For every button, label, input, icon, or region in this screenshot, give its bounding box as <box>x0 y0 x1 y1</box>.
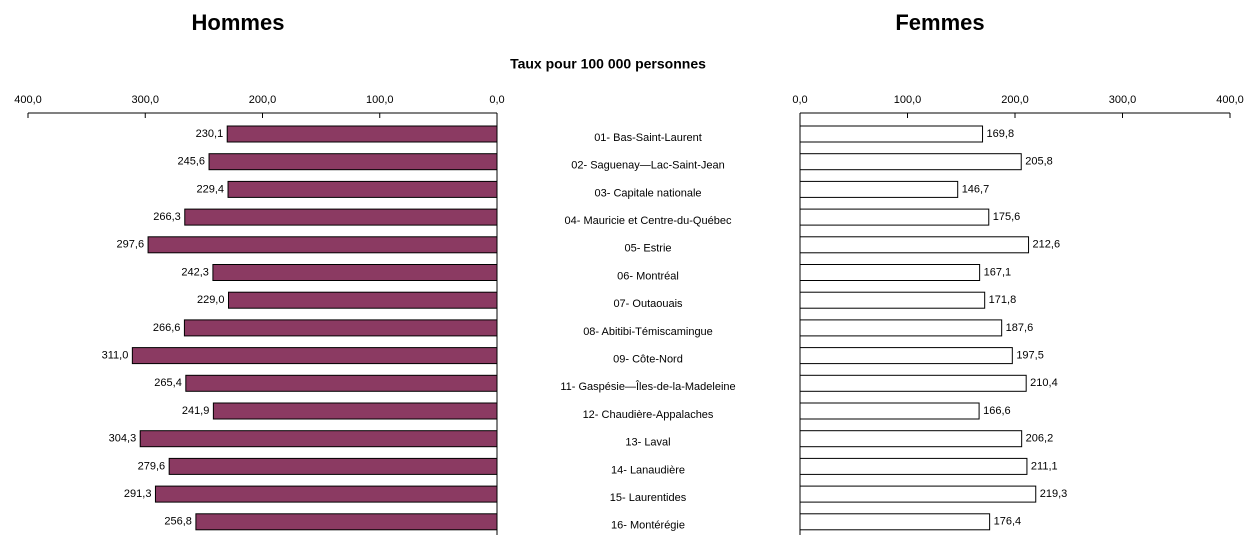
category-label: 05- Estrie <box>624 243 671 255</box>
value-label: 229,0 <box>197 294 225 306</box>
value-label: 242,3 <box>181 266 209 278</box>
bar <box>799 374 1027 392</box>
value-label: 171,8 <box>989 294 1017 306</box>
category-label: 11- Gaspésie—Îles-de-la-Madeleine <box>560 380 735 393</box>
x-tick-label: 0,0 <box>792 94 807 106</box>
value-label: 245,6 <box>178 156 206 168</box>
value-label: 206,2 <box>1026 433 1054 445</box>
x-tick-label: 300,0 <box>131 94 159 106</box>
bar <box>212 402 498 420</box>
bar <box>799 457 1028 475</box>
bar <box>799 125 984 143</box>
value-label: 210,4 <box>1030 377 1058 389</box>
category-label: 16- Montérégie <box>611 520 685 532</box>
bar <box>184 208 498 226</box>
category-label: 07- Outaouais <box>613 298 683 310</box>
x-tick-label: 400,0 <box>1216 94 1244 106</box>
value-label: 197,5 <box>1016 350 1044 362</box>
bar <box>208 153 498 171</box>
bar <box>131 347 498 365</box>
bar <box>227 180 498 198</box>
bar <box>183 319 498 337</box>
bar <box>799 430 1023 448</box>
value-label: 167,1 <box>984 266 1012 278</box>
chart-subtitle: Taux pour 100 000 personnes <box>510 56 706 72</box>
category-label: 09- Côte-Nord <box>613 354 683 366</box>
value-label: 219,3 <box>1040 488 1068 500</box>
value-label: 230,1 <box>196 128 224 140</box>
value-label: 297,6 <box>117 239 145 251</box>
bar <box>799 264 981 281</box>
chart-title-left: Hommes <box>192 10 285 35</box>
value-label: 176,4 <box>994 516 1022 528</box>
category-label: 06- Montréal <box>617 270 679 282</box>
bar <box>799 319 1003 337</box>
bar <box>212 264 498 281</box>
category-label: 13- Laval <box>625 437 670 449</box>
value-label: 229,4 <box>196 183 224 195</box>
value-label: 256,8 <box>164 516 192 528</box>
category-label: 12- Chaudière-Appalaches <box>583 409 714 421</box>
category-label: 08- Abitibi-Témiscamingue <box>583 326 713 338</box>
x-tick-label: 200,0 <box>249 94 277 106</box>
value-label: 266,6 <box>153 322 181 334</box>
value-label: 279,6 <box>138 460 166 472</box>
bar <box>185 374 498 392</box>
value-label: 311,0 <box>102 350 129 362</box>
value-label: 166,6 <box>983 405 1011 417</box>
value-label: 211,1 <box>1031 460 1058 472</box>
chart-title-right: Femmes <box>895 10 984 35</box>
value-label: 265,4 <box>154 377 182 389</box>
value-label: 212,6 <box>1033 239 1061 251</box>
x-tick-label: 300,0 <box>1109 94 1137 106</box>
bar <box>799 513 991 531</box>
value-label: 205,8 <box>1025 156 1053 168</box>
x-tick-label: 400,0 <box>14 94 42 106</box>
bar <box>799 208 990 226</box>
bar <box>195 513 498 531</box>
bar <box>799 236 1030 254</box>
value-label: 169,8 <box>987 128 1015 140</box>
bar <box>139 430 498 448</box>
bar <box>799 485 1037 503</box>
category-label: 01- Bas-Saint-Laurent <box>594 132 702 144</box>
value-label: 146,7 <box>962 183 990 195</box>
value-label: 175,6 <box>993 211 1021 223</box>
bar <box>799 153 1022 171</box>
bar <box>168 457 498 475</box>
value-label: 291,3 <box>124 488 152 500</box>
value-label: 241,9 <box>182 405 210 417</box>
value-label: 187,6 <box>1006 322 1034 334</box>
category-label: 02- Saguenay—Lac-Saint-Jean <box>571 160 724 172</box>
bar <box>227 291 498 309</box>
category-label: 14- Lanaudière <box>611 464 685 476</box>
x-tick-label: 100,0 <box>894 94 922 106</box>
value-label: 304,3 <box>109 433 137 445</box>
x-tick-label: 200,0 <box>1001 94 1029 106</box>
category-label: 03- Capitale nationale <box>594 187 701 199</box>
bar <box>147 236 498 254</box>
category-label: 15- Laurentides <box>610 492 687 504</box>
bar <box>154 485 498 503</box>
bar <box>799 347 1013 365</box>
category-label: 04- Mauricie et Centre-du-Québec <box>565 215 732 227</box>
bar <box>799 291 986 309</box>
x-tick-label: 100,0 <box>366 94 394 106</box>
x-tick-label: 0,0 <box>489 94 504 106</box>
bar <box>226 125 498 143</box>
bar <box>799 402 980 420</box>
bar <box>799 180 959 198</box>
value-label: 266,3 <box>153 211 181 223</box>
